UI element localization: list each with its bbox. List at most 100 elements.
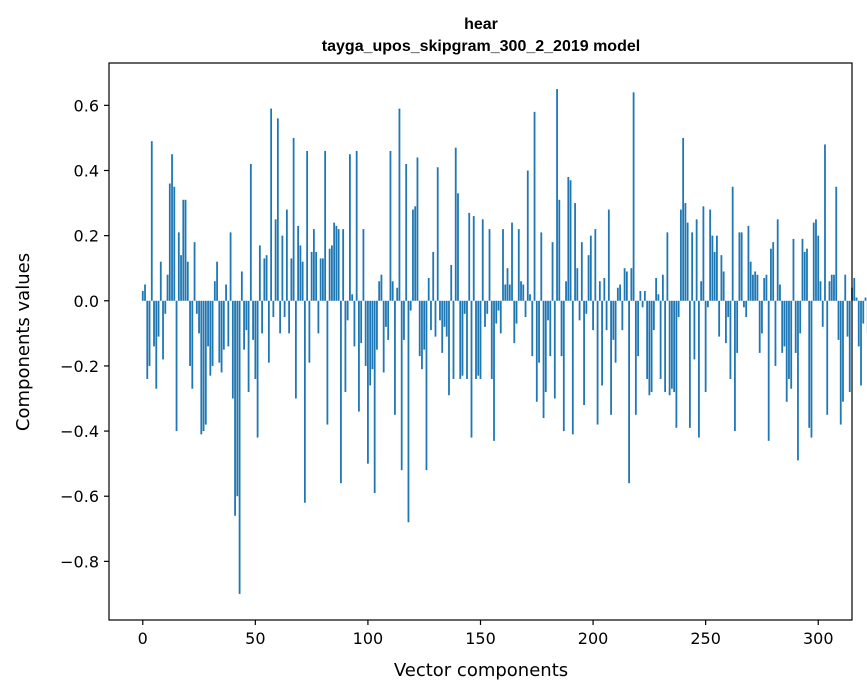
bar-108	[385, 300, 387, 327]
bar-67	[292, 137, 295, 301]
bar-321	[864, 297, 867, 301]
bar-93	[351, 294, 354, 301]
bar-1	[144, 284, 146, 301]
bar-128	[430, 300, 432, 331]
bar-50	[254, 300, 257, 379]
bar-49	[252, 300, 254, 340]
bar-78	[317, 300, 320, 334]
bar-127	[427, 277, 430, 301]
bar-118	[407, 300, 410, 523]
bar-72	[303, 300, 306, 503]
bar-246	[695, 219, 698, 301]
bar-94	[353, 300, 356, 347]
bar-269	[747, 225, 750, 301]
bar-307	[833, 274, 835, 301]
bar-22	[191, 300, 194, 389]
bar-88	[340, 300, 342, 484]
bar-54	[263, 258, 266, 301]
bar-77	[315, 251, 318, 301]
bar-230	[659, 300, 662, 379]
bar-243	[688, 300, 691, 428]
bar-262	[731, 186, 734, 301]
bar-316	[853, 277, 856, 301]
bar-38	[227, 300, 230, 347]
bar-197	[585, 300, 588, 314]
bar-150	[479, 300, 482, 379]
bar-126	[425, 300, 428, 471]
bar-231	[661, 274, 664, 301]
bar-217	[630, 268, 633, 301]
bar-203	[598, 281, 601, 301]
bar-270	[749, 261, 752, 301]
bar-28	[204, 300, 207, 425]
bar-152	[484, 300, 486, 327]
bar-215	[625, 271, 628, 301]
bar-73	[306, 150, 309, 301]
bar-63	[283, 300, 286, 318]
bar-253	[711, 235, 714, 301]
bar-236	[673, 300, 676, 392]
bar-59	[274, 219, 277, 301]
bar-240	[682, 137, 685, 301]
bar-8	[159, 261, 162, 301]
y-tick-label-4: 0.0	[74, 292, 99, 311]
bar-25	[198, 300, 200, 334]
bar-81	[324, 150, 327, 301]
bar-188	[565, 281, 567, 301]
bar-5	[153, 300, 155, 347]
bar-211	[616, 287, 619, 301]
bar-168	[520, 281, 522, 301]
bar-280	[772, 242, 775, 301]
bar-37	[225, 284, 227, 301]
bar-91	[346, 300, 349, 321]
bar-250	[704, 300, 707, 392]
bar-190	[569, 180, 572, 301]
bar-95	[355, 150, 358, 301]
bar-124	[421, 300, 423, 370]
bar-162	[506, 268, 509, 301]
bar-194	[578, 300, 581, 321]
bar-153	[486, 300, 489, 314]
bar-241	[684, 203, 687, 301]
bar-100	[367, 300, 369, 464]
bar-30	[209, 300, 212, 376]
bar-102	[371, 300, 374, 370]
bar-138	[452, 300, 455, 379]
bar-42	[236, 300, 239, 497]
bar-306	[830, 274, 833, 301]
bar-318	[857, 300, 860, 347]
bar-298	[812, 222, 815, 301]
bar-51	[256, 300, 259, 438]
bar-314	[848, 300, 851, 392]
bar-288	[790, 300, 793, 389]
bar-226	[650, 300, 653, 392]
bar-21	[189, 300, 191, 366]
bar-244	[691, 232, 694, 301]
bar-53	[261, 300, 263, 334]
bar-255	[716, 235, 718, 301]
bar-165	[513, 300, 516, 344]
bar-140	[457, 193, 459, 301]
bar-104	[376, 300, 378, 350]
bar-206	[605, 300, 608, 331]
bar-300	[817, 235, 820, 301]
bar-223	[643, 291, 646, 301]
bar-276	[763, 277, 766, 301]
bar-179	[544, 300, 547, 392]
bar-24	[195, 300, 198, 314]
bar-235	[670, 300, 673, 389]
bar-156	[493, 300, 495, 441]
y-tick-label-2: −0.4	[60, 422, 99, 441]
bar-290	[794, 300, 797, 353]
bar-191	[571, 300, 574, 435]
bar-164	[511, 222, 513, 301]
bar-113	[396, 287, 399, 301]
bar-171	[526, 170, 529, 301]
bar-149	[477, 300, 480, 376]
x-tick-label-3: 150	[465, 629, 496, 648]
bar-129	[432, 251, 435, 301]
bar-146	[470, 300, 473, 438]
bar-96	[358, 300, 360, 412]
bar-274	[758, 300, 761, 353]
x-tick-label-6: 300	[803, 629, 834, 648]
